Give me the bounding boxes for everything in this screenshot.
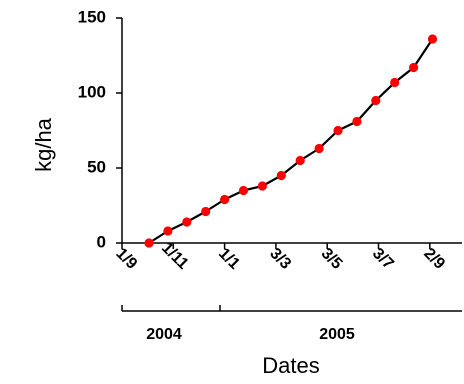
y-tick-label: 0	[97, 232, 106, 251]
data-point	[163, 226, 173, 236]
data-point	[409, 62, 419, 73]
year-group-label: 2004	[146, 326, 182, 343]
x-tick-label: 1/9	[112, 245, 140, 273]
axes	[116, 17, 462, 249]
data-point	[257, 181, 267, 191]
x-axis-title: Dates	[262, 353, 319, 378]
tick-labels: 0 50 100 150 1/9 1/11 1/1 3/3 3/5 3/7 2/9	[78, 7, 448, 272]
data-point	[333, 125, 343, 136]
data-point	[276, 170, 286, 181]
x-tick-label: 2/9	[420, 245, 448, 273]
data-point	[390, 77, 400, 88]
y-tick-label: 150	[78, 7, 106, 26]
y-tick-label: 100	[78, 82, 106, 101]
data-point	[201, 206, 211, 217]
data-point	[220, 194, 230, 205]
data-point	[314, 143, 324, 154]
y-axis-title: kg/ha	[31, 117, 56, 172]
data-point	[295, 155, 305, 166]
x-tick-label: 3/7	[369, 245, 397, 273]
data-point	[371, 95, 381, 106]
data-point	[144, 238, 154, 248]
data-point	[238, 185, 249, 196]
data-point	[352, 116, 362, 127]
x-tick-label: 3/5	[318, 245, 346, 273]
y-tick-label: 50	[87, 157, 106, 176]
data-point	[182, 217, 192, 227]
series-line	[148, 38, 434, 244]
x-tick-label: 3/3	[266, 245, 294, 273]
x-tick-label: 1/11	[158, 239, 191, 272]
year-groups: 2004 2005	[121, 305, 462, 343]
x-tick-label: 1/1	[215, 245, 243, 273]
year-group-label: 2005	[319, 326, 355, 343]
data-point	[427, 34, 438, 44]
series-layer	[144, 34, 438, 248]
